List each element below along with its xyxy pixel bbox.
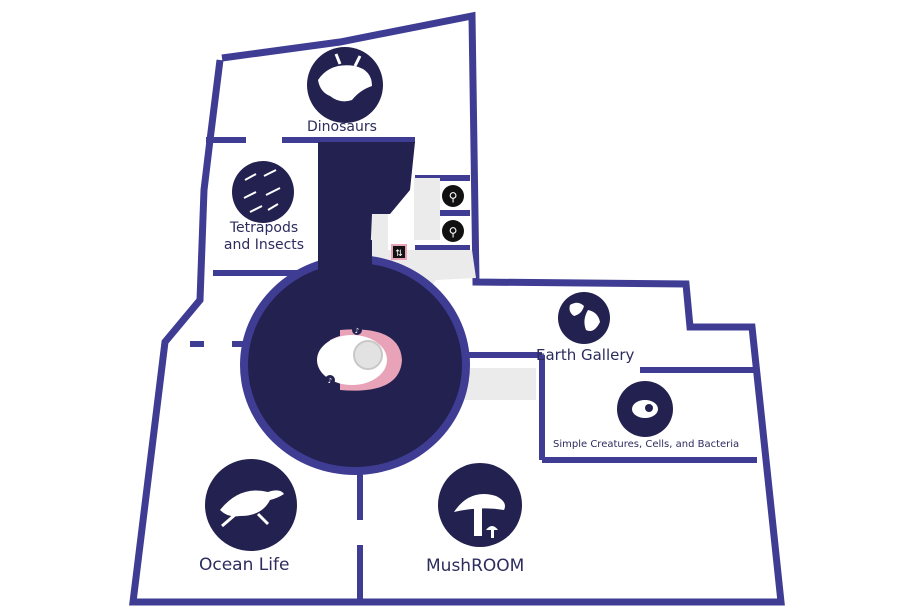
gallery-label-mushroom[interactable]: MushROOM [426,556,525,576]
gallery-label-simple-creatures[interactable]: Simple Creatures, Cells, and Bacteria [553,439,740,450]
svg-text:⇅: ⇅ [395,249,403,259]
gallery-label-dinosaurs[interactable]: Dinosaurs [307,119,377,135]
triceratops-icon[interactable] [307,47,383,123]
svg-text:⚲: ⚲ [449,190,458,204]
info-marker-icon[interactable]: ♪ [352,325,362,335]
gallery-label-ocean-life[interactable]: Ocean Life [199,555,290,575]
svg-text:⚲: ⚲ [449,225,458,239]
gallery-label-earth[interactable]: Earth Gallery [536,346,635,364]
restroom-icon[interactable]: ⚲ [442,185,464,207]
outer-walls [129,11,785,606]
gallery-label-tetrapods-line2: and Insects [223,237,305,253]
mushroom-icon[interactable] [438,463,522,547]
atrium [240,142,470,475]
svg-text:♪: ♪ [328,377,332,385]
tetrapods-insects-icon[interactable] [232,161,294,223]
info-marker-icon[interactable]: ♪ [325,375,335,385]
globe-icon[interactable] [558,292,610,344]
sea-turtle-icon[interactable] [205,459,297,551]
restroom-icon[interactable]: ⚲ [442,220,464,242]
elevator-icon[interactable]: ⇅ [391,244,407,260]
cell-icon[interactable] [617,381,673,437]
info-desk [317,329,402,391]
svg-text:♪: ♪ [355,327,359,335]
gallery-label-tetrapods-line1: Tetrapods [229,220,299,236]
gallery-label-tetrapods[interactable]: Tetrapods and Insects [214,220,314,254]
